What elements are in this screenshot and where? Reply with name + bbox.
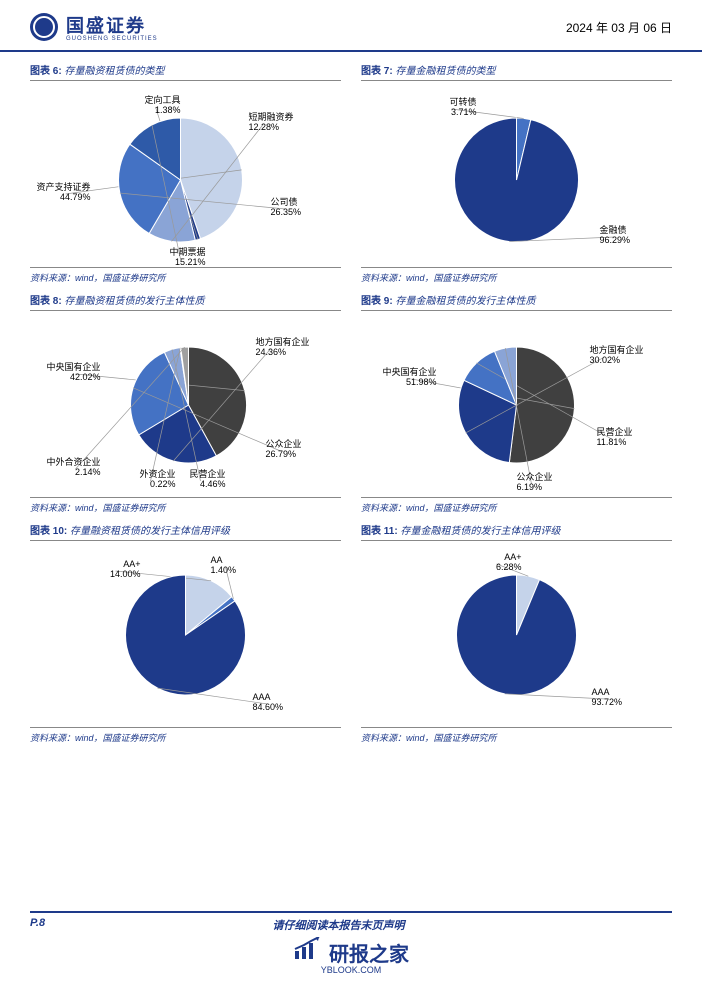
chart-block: 图表 8: 存量融资租赁债的发行主体性质中央国有企业42.02% 地方国有企业24… (30, 292, 341, 514)
chart-block: 图表 10: 存量融资租赁债的发行主体信用评级AA+14.00%AA1.40%A… (30, 522, 341, 744)
logo-subtext: GUOSHENG SECURITIES (66, 36, 158, 42)
svg-text:AA+: AA+ (504, 552, 521, 562)
svg-text:6.19%: 6.19% (517, 482, 543, 492)
svg-text:26.35%: 26.35% (271, 207, 302, 217)
svg-text:AAA: AAA (253, 692, 271, 702)
svg-text:中外合资企业: 中外合资企业 (46, 456, 100, 467)
header: 国盛证券 GUOSHENG SECURITIES 2024 年 03 月 06 … (0, 0, 702, 52)
chart-source: 资料来源：wind，国盛证券研究所 (30, 497, 341, 514)
svg-text:中期票据: 中期票据 (169, 246, 205, 257)
svg-text:6.28%: 6.28% (496, 562, 522, 572)
svg-text:公众企业: 公众企业 (266, 438, 302, 449)
svg-text:96.29%: 96.29% (600, 235, 631, 245)
svg-text:24.36%: 24.36% (256, 347, 287, 357)
svg-text:中央国有企业: 中央国有企业 (46, 361, 100, 372)
pie-chart: 可转债3.71% 金融债96.29% (361, 85, 672, 265)
chart-source: 资料来源：wind，国盛证券研究所 (361, 497, 672, 514)
svg-text:中央国有企业: 中央国有企业 (382, 366, 436, 377)
chart-source: 资料来源：wind，国盛证券研究所 (30, 267, 341, 284)
logo-text: 国盛证券 (66, 12, 158, 38)
svg-text:AA: AA (211, 555, 223, 565)
svg-text:4.46%: 4.46% (200, 479, 226, 489)
chart-block: 图表 9: 存量金融租赁债的发行主体性质中央国有企业51.98% 地方国有企业30… (361, 292, 672, 514)
svg-text:外资企业: 外资企业 (139, 468, 175, 479)
chart-block: 图表 7: 存量金融租赁债的类型可转债3.71% 金融债96.29% 资料来源：wi… (361, 62, 672, 284)
svg-text:42.02%: 42.02% (70, 372, 101, 382)
svg-text:资产支持证券: 资产支持证券 (36, 181, 90, 192)
svg-text:短期融资券: 短期融资券 (249, 111, 294, 122)
svg-text:地方国有企业: 地方国有企业 (256, 336, 310, 347)
svg-text:2.14%: 2.14% (75, 467, 101, 477)
svg-text:30.02%: 30.02% (590, 355, 621, 365)
chart-title: 图表 9: 存量金融租赁债的发行主体性质 (361, 292, 672, 311)
page-number: P.8 (30, 917, 45, 929)
report-date: 2024 年 03 月 06 日 (566, 19, 672, 36)
disclaimer: 请仔细阅读本报告末页声明 (45, 917, 632, 933)
svg-text:11.81%: 11.81% (597, 437, 627, 447)
svg-text:51.98%: 51.98% (406, 377, 437, 387)
svg-text:3.71%: 3.71% (451, 107, 477, 117)
chart-source: 资料来源：wind，国盛证券研究所 (361, 727, 672, 744)
svg-text:AAA: AAA (592, 687, 610, 697)
svg-text:公众企业: 公众企业 (517, 471, 553, 482)
chart-title: 图表 8: 存量融资租赁债的发行主体性质 (30, 292, 341, 311)
svg-text:可转债: 可转债 (449, 96, 476, 107)
svg-text:地方国有企业: 地方国有企业 (590, 344, 644, 355)
svg-text:44.79%: 44.79% (60, 192, 91, 202)
svg-text:1.40%: 1.40% (211, 565, 237, 575)
footer: P.8 请仔细阅读本报告末页声明 研报之家 YBLOOK.COM (0, 911, 702, 991)
svg-text:0.22%: 0.22% (150, 479, 176, 489)
chart-block: 图表 6: 存量融资租赁债的类型资产支持证券44.79% 定向工具1.38% 短期融… (30, 62, 341, 284)
pie-chart: 中央国有企业51.98% 地方国有企业30.02% 民营企业11.81% 公众企业6.… (361, 315, 672, 495)
svg-text:26.79%: 26.79% (266, 449, 297, 459)
svg-text:93.72%: 93.72% (592, 697, 623, 707)
svg-text:公司债: 公司债 (271, 196, 298, 207)
chart-title: 图表 11: 存量金融租赁债的发行主体信用评级 (361, 522, 672, 541)
chart-block: 图表 11: 存量金融租赁债的发行主体信用评级 AA+6.28% AAA93.72%… (361, 522, 672, 744)
pie-chart: AA+6.28% AAA93.72% (361, 545, 672, 725)
svg-text:1.38%: 1.38% (155, 105, 181, 115)
svg-text:12.28%: 12.28% (249, 122, 280, 132)
svg-text:84.60%: 84.60% (253, 702, 284, 712)
svg-text:14.00%: 14.00% (110, 569, 141, 579)
svg-text:金融债: 金融债 (600, 224, 627, 235)
watermark-url: YBLOOK.COM (0, 965, 702, 975)
svg-text:AA+: AA+ (123, 559, 140, 569)
chart-grid: 图表 6: 存量融资租赁债的类型资产支持证券44.79% 定向工具1.38% 短期融… (0, 52, 702, 744)
chart-title: 图表 10: 存量融资租赁债的发行主体信用评级 (30, 522, 341, 541)
pie-chart: 资产支持证券44.79% 定向工具1.38% 短期融资券12.28% 公司债26.35… (30, 85, 341, 265)
chart-source: 资料来源：wind，国盛证券研究所 (361, 267, 672, 284)
chart-source: 资料来源：wind，国盛证券研究所 (30, 727, 341, 744)
chart-title: 图表 6: 存量融资租赁债的类型 (30, 62, 341, 81)
logo-icon (30, 13, 58, 41)
chart-title: 图表 7: 存量金融租赁债的类型 (361, 62, 672, 81)
watermark-text: 研报之家 (329, 938, 409, 967)
svg-text:定向工具: 定向工具 (144, 94, 180, 105)
pie-chart: AA+14.00% AA1.40% AAA84.60% (30, 545, 341, 725)
chart-icon (293, 937, 323, 967)
pie-chart: 中央国有企业42.02% 地方国有企业24.36% 公众企业26.79% 民营企业4.… (30, 315, 341, 495)
svg-text:民营企业: 民营企业 (189, 468, 225, 479)
watermark: 研报之家 YBLOOK.COM (0, 937, 702, 975)
svg-text:民营企业: 民营企业 (597, 426, 633, 437)
logo: 国盛证券 GUOSHENG SECURITIES (30, 12, 158, 42)
svg-text:15.21%: 15.21% (175, 257, 206, 265)
